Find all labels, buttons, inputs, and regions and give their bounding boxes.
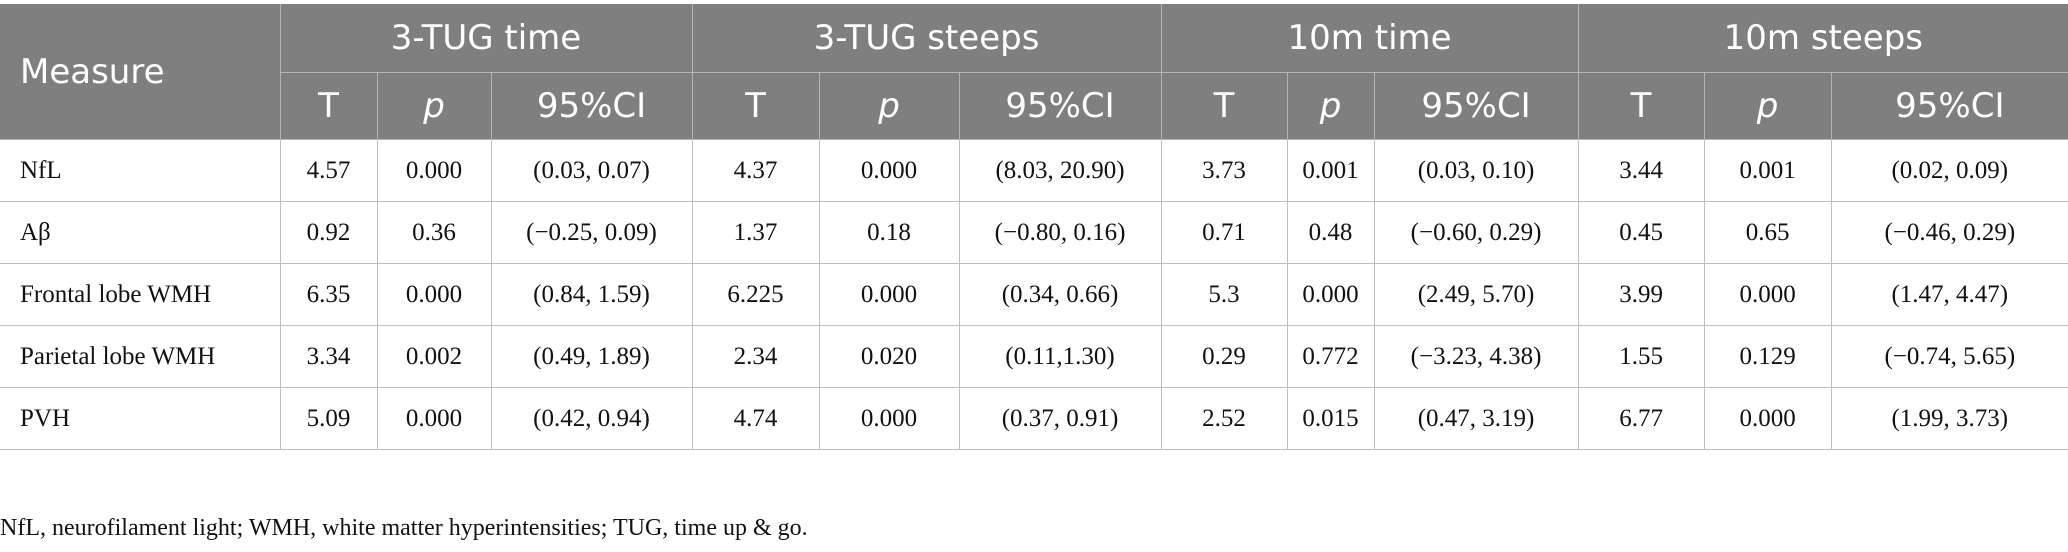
cell-t-value: 5.3	[1161, 263, 1288, 326]
row-measure-label: Parietal lobe WMH	[0, 325, 281, 388]
cell-ci-value: (−0.60, 0.29)	[1374, 201, 1579, 264]
cell-p-value: 0.000	[377, 387, 492, 450]
cell-p-value: 0.65	[1704, 201, 1832, 264]
table-body: NfL 4.57 0.000 (0.03, 0.07) 4.37 0.000 (8.03, …	[0, 139, 2068, 450]
header-ci: 95%CI	[1831, 72, 2068, 140]
cell-t-value: 2.34	[692, 325, 820, 388]
table-row: Frontal lobe WMH 6.35 0.000 (0.84, 1.59) 6.2…	[0, 263, 2068, 326]
results-table-container: Measure 3-TUG time 3-TUG steeps 10m time…	[0, 4, 2068, 450]
cell-ci-value: (1.47, 4.47)	[1831, 263, 2068, 326]
header-ci: 95%CI	[959, 72, 1162, 140]
cell-ci-value: (0.84, 1.59)	[491, 263, 693, 326]
header-p: p	[1704, 72, 1832, 140]
cell-t-value: 3.34	[280, 325, 378, 388]
cell-t-value: 0.92	[280, 201, 378, 264]
row-measure-label: NfL	[0, 139, 281, 202]
cell-p-value: 0.000	[1704, 387, 1832, 450]
header-p: p	[819, 72, 960, 140]
cell-t-value: 6.77	[1578, 387, 1705, 450]
cell-ci-value: (0.49, 1.89)	[491, 325, 693, 388]
table-row: NfL 4.57 0.000 (0.03, 0.07) 4.37 0.000 (8.03, …	[0, 139, 2068, 202]
cell-p-value: 0.18	[819, 201, 960, 264]
cell-ci-value: (0.47, 3.19)	[1374, 387, 1579, 450]
cell-p-value: 0.000	[819, 139, 960, 202]
cell-p-value: 0.000	[1287, 263, 1375, 326]
cell-t-value: 3.99	[1578, 263, 1705, 326]
results-table: Measure 3-TUG time 3-TUG steeps 10m time…	[0, 4, 2068, 450]
cell-t-value: 4.37	[692, 139, 820, 202]
row-measure-label: PVH	[0, 387, 281, 450]
cell-t-value: 0.29	[1161, 325, 1288, 388]
cell-ci-value: (−3.23, 4.38)	[1374, 325, 1579, 388]
header-group-10m-steeps: 10m steeps	[1578, 4, 2068, 73]
cell-p-value: 0.000	[377, 263, 492, 326]
cell-ci-value: (0.42, 0.94)	[491, 387, 693, 450]
cell-ci-value: (1.99, 3.73)	[1831, 387, 2068, 450]
header-group-3tug-time: 3-TUG time	[280, 4, 693, 73]
cell-p-value: 0.020	[819, 325, 960, 388]
cell-p-value: 0.002	[377, 325, 492, 388]
table-footnote: NfL, neurofilament light; WMH, white mat…	[0, 515, 808, 541]
cell-ci-value: (0.03, 0.10)	[1374, 139, 1579, 202]
table-row: Aβ 0.92 0.36 (−0.25, 0.09) 1.37 0.18 (−0.80, 0…	[0, 201, 2068, 264]
cell-p-value: 0.36	[377, 201, 492, 264]
cell-ci-value: (0.03, 0.07)	[491, 139, 693, 202]
cell-t-value: 1.37	[692, 201, 820, 264]
cell-p-value: 0.772	[1287, 325, 1375, 388]
header-p-text: p	[1756, 86, 1779, 126]
cell-t-value: 5.09	[280, 387, 378, 450]
cell-t-value: 6.225	[692, 263, 820, 326]
header-p: p	[377, 72, 492, 140]
header-p-text: p	[878, 86, 900, 126]
header-t: T	[1578, 72, 1705, 140]
header-ci: 95%CI	[491, 72, 693, 140]
cell-p-value: 0.001	[1704, 139, 1832, 202]
cell-t-value: 0.45	[1578, 201, 1705, 264]
header-t: T	[1161, 72, 1288, 140]
header-t: T	[280, 72, 378, 140]
cell-ci-value: (0.02, 0.09)	[1831, 139, 2068, 202]
cell-t-value: 3.73	[1161, 139, 1288, 202]
cell-p-value: 0.000	[1704, 263, 1832, 326]
header-p-text: p	[423, 86, 445, 126]
header-row-groups: Measure 3-TUG time 3-TUG steeps 10m time…	[0, 4, 2068, 140]
table-row: PVH 5.09 0.000 (0.42, 0.94) 4.74 0.000 (0.37, …	[0, 387, 2068, 450]
row-measure-label: Aβ	[0, 201, 281, 264]
cell-t-value: 3.44	[1578, 139, 1705, 202]
cell-t-value: 6.35	[280, 263, 378, 326]
cell-t-value: 1.55	[1578, 325, 1705, 388]
cell-ci-value: (−0.46, 0.29)	[1831, 201, 2068, 264]
cell-p-value: 0.015	[1287, 387, 1375, 450]
cell-t-value: 4.57	[280, 139, 378, 202]
cell-p-value: 0.001	[1287, 139, 1375, 202]
cell-t-value: 0.71	[1161, 201, 1288, 264]
header-p-text: p	[1319, 86, 1342, 126]
cell-p-value: 0.48	[1287, 201, 1375, 264]
cell-ci-value: (0.11,1.30)	[959, 325, 1162, 388]
table-row: Parietal lobe WMH 3.34 0.002 (0.49, 1.89) 2.…	[0, 325, 2068, 388]
cell-p-value: 0.000	[819, 263, 960, 326]
cell-t-value: 2.52	[1161, 387, 1288, 450]
cell-p-value: 0.000	[819, 387, 960, 450]
header-ci: 95%CI	[1374, 72, 1579, 140]
header-measure: Measure	[0, 4, 281, 140]
cell-p-value: 0.129	[1704, 325, 1832, 388]
cell-p-value: 0.000	[377, 139, 492, 202]
cell-ci-value: (−0.25, 0.09)	[491, 201, 693, 264]
cell-ci-value: (8.03, 20.90)	[959, 139, 1162, 202]
cell-t-value: 4.74	[692, 387, 820, 450]
cell-ci-value: (2.49, 5.70)	[1374, 263, 1579, 326]
cell-ci-value: (−0.80, 0.16)	[959, 201, 1162, 264]
header-group-3tug-steeps: 3-TUG steeps	[692, 4, 1162, 73]
cell-ci-value: (−0.74, 5.65)	[1831, 325, 2068, 388]
header-t: T	[692, 72, 820, 140]
row-measure-label: Frontal lobe WMH	[0, 263, 281, 326]
cell-ci-value: (0.34, 0.66)	[959, 263, 1162, 326]
cell-ci-value: (0.37, 0.91)	[959, 387, 1162, 450]
header-p: p	[1287, 72, 1375, 140]
header-row-stats: T p 95%CI T p 95%CI T p 95%CI T p 95%CI	[0, 72, 2068, 140]
header-group-10m-time: 10m time	[1161, 4, 1579, 73]
